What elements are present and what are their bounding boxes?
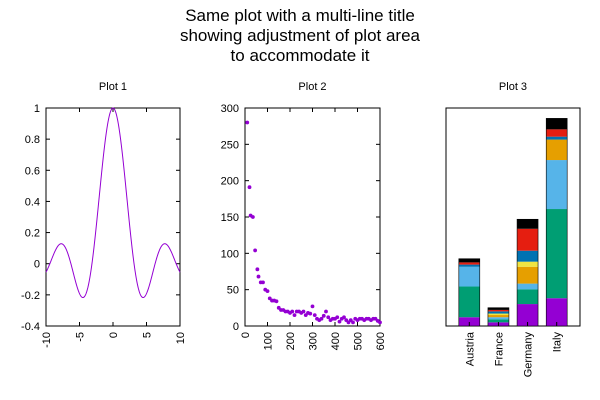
plot-3: Plot 3 Austria France Germany Italy [445, 81, 581, 378]
plot-3-bar-segment [517, 304, 539, 326]
plot-2-point [326, 315, 331, 320]
plot-2-x-tick-label: 0 [240, 332, 252, 338]
plot-2-point [321, 313, 326, 318]
plot-2-y-tick-label: 150 [221, 212, 239, 224]
plot-1-x-tick-label: 10 [175, 332, 187, 344]
plot-1-y-tick-label: 0.4 [25, 196, 40, 208]
plot-2-point [274, 299, 279, 304]
plot-2-point [351, 320, 355, 325]
plot-2-point [250, 215, 255, 219]
plot-3-bar-segment [546, 136, 568, 140]
plot-1-y-tick-label: -0.2 [21, 290, 40, 302]
plot-3-bar-segment [458, 264, 480, 267]
plot-2-point [245, 120, 250, 125]
plot-2-point [319, 316, 324, 321]
plot-3-bar-segment [458, 262, 480, 265]
plot-3-bar-segment [517, 266, 539, 284]
figure-title-line-3: to accommodate it [230, 46, 370, 65]
plot-2-border [244, 107, 381, 327]
plot-1-x-tick-label: -5 [75, 332, 87, 342]
plot-3-bar-segment [487, 307, 509, 310]
plot-3-bar-segment [487, 309, 509, 312]
figure-title: Same plot with a multi-line title showin… [0, 6, 600, 66]
plot-3-bar-segment [546, 139, 568, 161]
plot-2-y-tick-label: 250 [221, 139, 239, 151]
plot-3-bar-segment [487, 313, 509, 316]
plot-3-bar-segment [546, 160, 568, 210]
plot-1-x-tick-label: 5 [142, 332, 154, 338]
plot-3-bar-segment [487, 311, 509, 314]
plot-1-y-tick-label: 0.2 [25, 228, 40, 240]
plot-2-x-tick-label: 300 [308, 332, 320, 350]
plot-3-bar-segment [546, 129, 568, 137]
plot-1-x-tick-label: -10 [41, 332, 53, 348]
plot-2-point [261, 280, 265, 285]
plot-2-x-tick-label: 400 [330, 332, 342, 350]
figure-title-line-1: Same plot with a multi-line title [185, 6, 415, 25]
plot-2-point [253, 248, 258, 253]
plot-1-y-tick-label: 0.6 [25, 165, 40, 177]
plot-2-x-tick-label: 100 [263, 332, 275, 350]
plot-1-y-tick-label: -0.4 [21, 321, 40, 333]
plot-2-point [256, 274, 261, 279]
plot-2-point [265, 289, 270, 294]
plot-3-border [445, 107, 581, 327]
plot-3-bar-segment [517, 250, 539, 262]
plot-1-title: Plot 1 [99, 81, 127, 93]
plot-3-bar-segment [487, 319, 509, 323]
plot-2-point [255, 267, 260, 272]
plot-2-y-tick-label: 0 [233, 321, 239, 333]
plot-2-point [310, 304, 315, 309]
plot-2: Plot 2 0 50 100 150 200 250 300 0 100 200 300 400 500… [221, 81, 387, 350]
plot-1-y-tick-label: 1 [34, 103, 40, 115]
plot-2-y-tick-label: 100 [221, 248, 239, 260]
figure-title-line-2: showing adjustment of plot area [179, 26, 421, 45]
plot-2-point [308, 311, 313, 316]
plot-3-title: Plot 3 [499, 81, 527, 93]
plot-2-point [335, 315, 340, 320]
plot-3-bar-segment [458, 266, 480, 287]
plot-2-y-tick-label: 200 [221, 176, 239, 188]
plot-2-x-tick-label: 200 [285, 332, 297, 350]
plot-2-point [290, 309, 295, 314]
plot-3-category-label: Germany [523, 332, 535, 378]
plot-3-bar-segment [517, 283, 539, 290]
plot-3-bar-segment [517, 228, 539, 251]
plot-2-point [292, 313, 297, 317]
plot-2-point [324, 309, 328, 314]
plot-3-bar-segment [487, 317, 509, 320]
plot-2-point [247, 185, 252, 190]
plot-2-title: Plot 2 [298, 81, 326, 93]
plot-3-bar-segment [458, 286, 480, 318]
plot-2-x-tick-label: 500 [353, 332, 365, 350]
plot-2-x-tick-label: 600 [375, 332, 387, 350]
plot-3-bar-segment [487, 315, 509, 318]
plot-2-point [378, 320, 382, 325]
plot-3-bar-segment [458, 317, 480, 326]
plot-3-category-label: France [493, 332, 505, 366]
plot-3-category-label: Italy [552, 332, 564, 353]
plot-3-bar-segment [546, 298, 568, 326]
plot-2-point [312, 313, 317, 317]
plot-1-y-tick-label: 0.8 [25, 134, 40, 146]
plot-1-x-tick-label: 0 [108, 332, 120, 338]
plot-1: Plot 1 -0.4 -0.2 0 0.2 0.4 0.6 0.8 1 -10 -5 0 5 10 [21, 81, 187, 348]
plot-3-bar-segment [517, 289, 539, 305]
plot-2-y-tick-label: 50 [227, 285, 239, 297]
plot-3-bar-segment [546, 118, 568, 130]
plot-2-y-tick-label: 300 [221, 103, 239, 115]
plot-2-point [342, 315, 346, 320]
plot-3-bar-segment [517, 261, 539, 267]
plot-1-border [45, 107, 181, 327]
plot-1-y-tick-label: 0 [34, 259, 40, 271]
plot-2-point [337, 319, 342, 324]
plot-3-bar-segment [517, 219, 539, 229]
plot-3-bar-segment [458, 258, 480, 263]
plot-1-series-line [45, 107, 181, 299]
plot-3-category-label: Austria [464, 331, 476, 366]
plot-2-point [301, 309, 306, 314]
plot-3-bar-segment [546, 209, 568, 299]
